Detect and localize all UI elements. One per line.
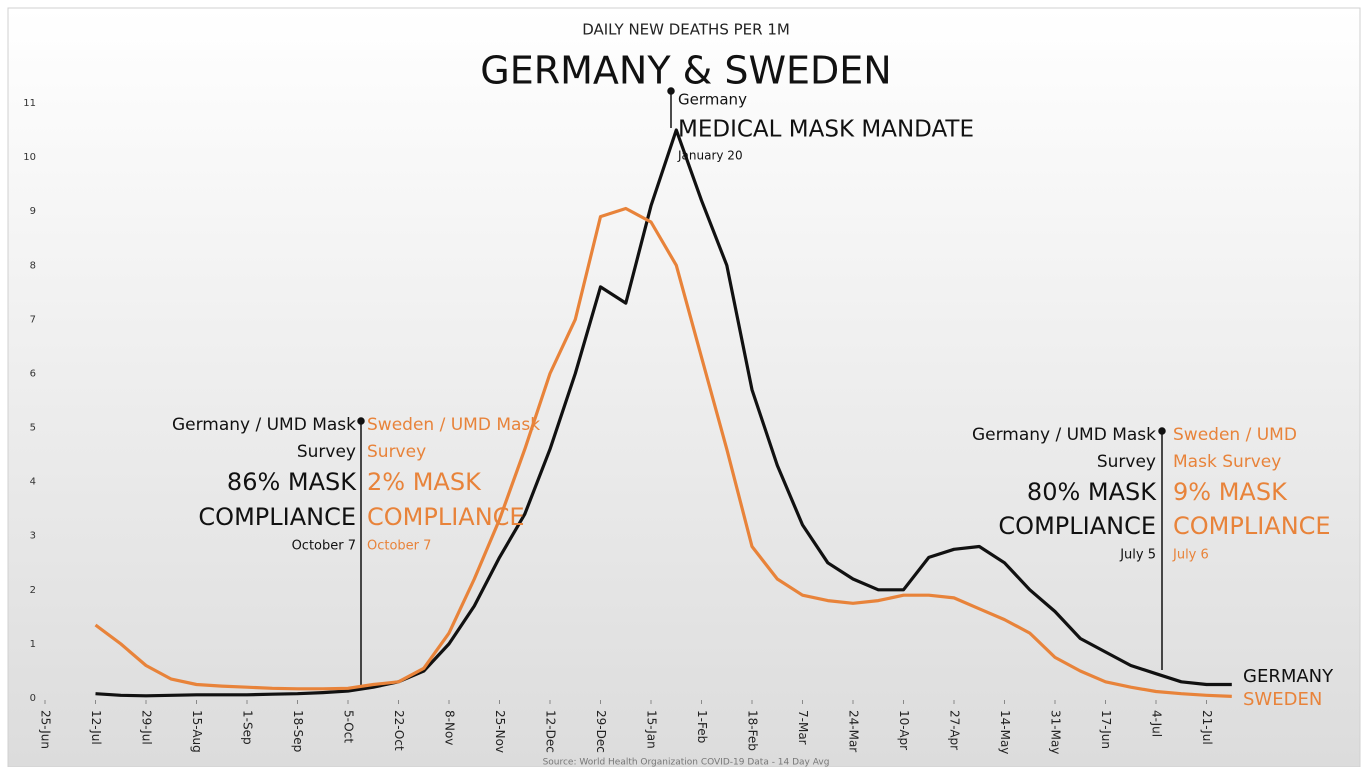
- x-tick-label: 22-Oct: [392, 710, 406, 751]
- y-tick-label: 4: [30, 477, 36, 488]
- annotation-text: 2% MASK: [367, 468, 482, 496]
- annotation-text: July 6: [1172, 548, 1209, 563]
- y-tick-label: 9: [30, 206, 36, 217]
- y-tick-label: 8: [30, 260, 36, 271]
- x-tick-label: 24-Mar: [847, 710, 861, 752]
- annotation-text: COMPLIANCE: [998, 512, 1156, 540]
- x-tick-label: 1-Feb: [695, 710, 709, 743]
- x-tick-label: 25-Nov: [493, 710, 507, 753]
- y-tick-label: 2: [30, 585, 36, 596]
- series-label: GERMANY: [1243, 666, 1334, 687]
- chart-background: [7, 7, 1361, 768]
- annotation-text: COMPLIANCE: [367, 503, 525, 531]
- x-tick-label: 29-Dec: [594, 710, 608, 753]
- y-tick-label: 0: [30, 693, 36, 704]
- annotation-text: MEDICAL MASK MANDATE: [678, 117, 974, 143]
- annotation-text: 80% MASK: [1027, 478, 1157, 506]
- annotation-text: Germany / UMD Mask: [172, 415, 356, 435]
- x-tick-label: 31-May: [1049, 710, 1063, 754]
- x-tick-label: 4-Jul: [1150, 710, 1164, 737]
- x-tick-label: 12-Jul: [89, 710, 103, 745]
- x-tick-label: 15-Jan: [645, 710, 659, 749]
- annotation-text: Mask Survey: [1173, 452, 1281, 472]
- x-tick-label: 1-Sep: [241, 710, 255, 745]
- annotation-text: October 7: [367, 539, 431, 554]
- series-line: [95, 128, 1232, 698]
- x-tick-label: 18-Feb: [746, 710, 760, 751]
- x-tick-label: 10-Apr: [897, 710, 911, 750]
- annotation-text: COMPLIANCE: [198, 503, 356, 531]
- y-tick-label: 7: [30, 314, 36, 325]
- annotation-text: Germany / UMD Mask: [972, 425, 1156, 445]
- x-tick-label: 12-Dec: [544, 710, 558, 753]
- annotation-text: COMPLIANCE: [1173, 512, 1331, 540]
- y-tick-label: 3: [30, 531, 36, 542]
- annotation-lines: [357, 87, 1166, 690]
- x-tick-label: 5-Oct: [342, 710, 356, 743]
- annotation-text: Survey: [1097, 452, 1156, 472]
- x-tick-label: 8-Nov: [443, 710, 457, 745]
- x-tick-label: 25-Jun: [39, 710, 53, 749]
- annotation-dot: [667, 87, 675, 95]
- source-note: Source: World Health Organization COVID-…: [543, 758, 830, 768]
- x-tick-label: 29-Jul: [140, 710, 154, 745]
- chart-title: GERMANY & SWEDEN: [480, 49, 891, 93]
- y-tick-label: 10: [23, 152, 36, 163]
- annotation-text: Survey: [297, 442, 356, 462]
- x-tick-label: 27-Apr: [948, 710, 962, 750]
- annotation-dot: [1158, 427, 1166, 435]
- y-tick-label: 1: [30, 639, 36, 650]
- annotation-text: Survey: [367, 442, 426, 462]
- annotation-text: 9% MASK: [1173, 478, 1288, 506]
- y-tick-label: 11: [23, 98, 36, 109]
- annotation-text: Germany: [678, 91, 747, 109]
- series-line: [94, 206, 1232, 698]
- annotation-text: January 20: [677, 149, 743, 163]
- x-tick-label: 7-Mar: [796, 710, 810, 745]
- annotation-text: October 7: [292, 539, 356, 554]
- x-tick-label: 21-Jul: [1200, 710, 1214, 745]
- x-tick-label: 17-Jun: [1099, 710, 1113, 749]
- chart-subtitle: DAILY NEW DEATHS PER 1M: [582, 21, 790, 39]
- annotation-text: 86% MASK: [227, 468, 357, 496]
- y-tick-label: 6: [30, 368, 36, 379]
- annotation-dot: [357, 417, 365, 425]
- x-tick-label: 18-Sep: [291, 710, 305, 752]
- annotation-text: Sweden / UMD Mask: [367, 415, 540, 435]
- series-label: SWEDEN: [1243, 689, 1322, 710]
- annotation-text: July 5: [1119, 548, 1156, 563]
- x-tick-label: 15-Aug: [190, 710, 204, 753]
- annotation-text: Sweden / UMD: [1173, 425, 1297, 445]
- x-tick-label: 14-May: [998, 710, 1012, 754]
- y-tick-label: 5: [30, 423, 36, 434]
